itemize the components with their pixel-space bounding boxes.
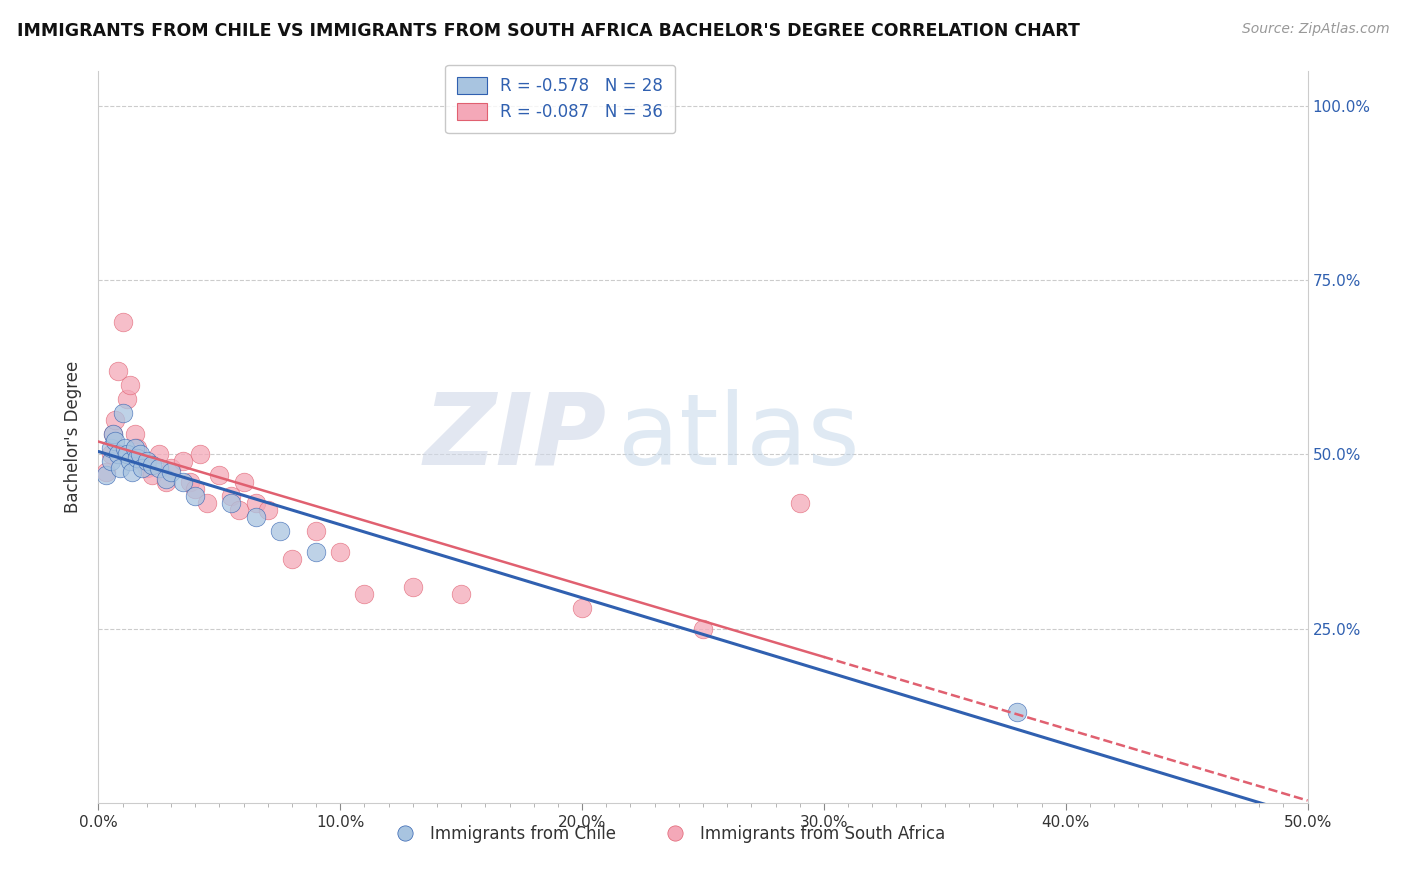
Text: Source: ZipAtlas.com: Source: ZipAtlas.com <box>1241 22 1389 37</box>
Text: atlas: atlas <box>619 389 860 485</box>
Point <box>450 587 472 601</box>
Text: ZIP: ZIP <box>423 389 606 485</box>
Point <box>124 426 146 441</box>
Legend: Immigrants from Chile, Immigrants from South Africa: Immigrants from Chile, Immigrants from S… <box>382 818 952 849</box>
Point <box>353 587 375 601</box>
Point <box>402 580 425 594</box>
Point <box>221 489 243 503</box>
Point <box>100 448 122 462</box>
Point <box>221 496 243 510</box>
Point <box>117 448 139 462</box>
Point <box>94 465 117 479</box>
Point <box>131 454 153 468</box>
Point <box>131 461 153 475</box>
Point <box>160 465 183 479</box>
Point <box>118 454 141 468</box>
Point <box>118 377 141 392</box>
Point <box>111 406 134 420</box>
Point <box>232 475 254 490</box>
Point <box>269 524 291 538</box>
Point <box>101 426 124 441</box>
Point <box>160 461 183 475</box>
Point <box>245 510 267 524</box>
Point <box>100 454 122 468</box>
Point <box>124 441 146 455</box>
Point <box>107 448 129 462</box>
Point <box>329 545 352 559</box>
Point <box>305 524 328 538</box>
Text: IMMIGRANTS FROM CHILE VS IMMIGRANTS FROM SOUTH AFRICA BACHELOR'S DEGREE CORRELAT: IMMIGRANTS FROM CHILE VS IMMIGRANTS FROM… <box>17 22 1080 40</box>
Point <box>155 475 177 490</box>
Point <box>172 454 194 468</box>
Point <box>148 461 170 475</box>
Point <box>101 426 124 441</box>
Point <box>117 392 139 406</box>
Point <box>692 622 714 636</box>
Point <box>127 441 149 455</box>
Point <box>305 545 328 559</box>
Point <box>179 475 201 490</box>
Y-axis label: Bachelor's Degree: Bachelor's Degree <box>65 361 83 513</box>
Point <box>188 448 211 462</box>
Point <box>281 552 304 566</box>
Point <box>107 364 129 378</box>
Point <box>135 454 157 468</box>
Point <box>104 412 127 426</box>
Point <box>104 434 127 448</box>
Point <box>1007 705 1029 719</box>
Point <box>111 315 134 329</box>
Point <box>141 468 163 483</box>
Point <box>108 461 131 475</box>
Point <box>245 496 267 510</box>
Point <box>789 496 811 510</box>
Point <box>127 450 149 465</box>
Point <box>184 489 207 503</box>
Point <box>114 441 136 455</box>
Point <box>100 441 122 455</box>
Point <box>195 496 218 510</box>
Point <box>228 503 250 517</box>
Point <box>128 448 150 462</box>
Point <box>155 472 177 486</box>
Point <box>172 475 194 490</box>
Point <box>94 468 117 483</box>
Point <box>571 600 593 615</box>
Point <box>135 461 157 475</box>
Point <box>148 448 170 462</box>
Point <box>121 465 143 479</box>
Point <box>184 483 207 497</box>
Point <box>208 468 231 483</box>
Point <box>141 458 163 472</box>
Point <box>256 503 278 517</box>
